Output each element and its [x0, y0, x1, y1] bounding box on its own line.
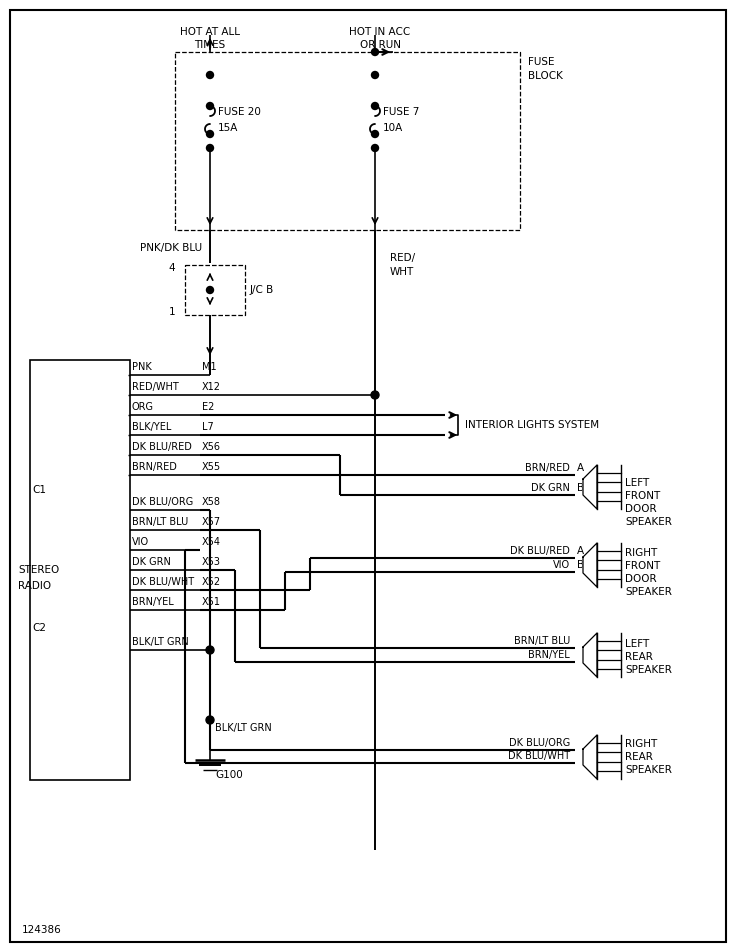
Text: C2: C2 [32, 623, 46, 633]
Text: BLK/LT GRN: BLK/LT GRN [132, 637, 188, 647]
Text: L7: L7 [202, 422, 213, 432]
Text: X56: X56 [202, 442, 221, 452]
Text: DK BLU/RED: DK BLU/RED [510, 546, 570, 556]
Text: X53: X53 [202, 557, 221, 567]
Text: B: B [577, 483, 584, 493]
Text: 4: 4 [169, 263, 175, 273]
Text: BLK/LT GRN: BLK/LT GRN [215, 723, 272, 733]
Text: HOT AT ALL: HOT AT ALL [180, 27, 240, 37]
Text: INTERIOR LIGHTS SYSTEM: INTERIOR LIGHTS SYSTEM [465, 420, 599, 430]
Text: J/C B: J/C B [250, 285, 275, 295]
Polygon shape [583, 543, 597, 587]
Circle shape [372, 130, 378, 137]
Text: HOT IN ACC: HOT IN ACC [350, 27, 411, 37]
FancyBboxPatch shape [30, 360, 130, 780]
Text: X52: X52 [202, 577, 221, 587]
Text: 10A: 10A [383, 123, 403, 133]
Text: RED/WHT: RED/WHT [132, 382, 179, 392]
Text: M1: M1 [202, 362, 216, 372]
Text: BRN/YEL: BRN/YEL [132, 597, 174, 607]
Text: SPEAKER: SPEAKER [625, 587, 672, 597]
Text: RED/: RED/ [390, 253, 415, 263]
Circle shape [372, 49, 378, 55]
Text: X55: X55 [202, 462, 221, 472]
Circle shape [372, 71, 378, 78]
Polygon shape [583, 735, 597, 779]
Text: DK GRN: DK GRN [132, 557, 171, 567]
Text: X12: X12 [202, 382, 221, 392]
Text: LEFT: LEFT [625, 639, 649, 649]
Text: FRONT: FRONT [625, 561, 660, 571]
Text: BRN/RED: BRN/RED [525, 463, 570, 473]
Text: OR RUN: OR RUN [359, 40, 400, 50]
Text: BRN/LT BLU: BRN/LT BLU [132, 517, 188, 527]
Text: X51: X51 [202, 597, 221, 607]
Polygon shape [583, 465, 597, 509]
Text: A: A [577, 546, 584, 556]
Text: 1: 1 [169, 307, 175, 317]
Text: RIGHT: RIGHT [625, 739, 657, 749]
Circle shape [207, 145, 213, 151]
Text: G100: G100 [215, 770, 243, 780]
Polygon shape [583, 633, 597, 677]
Text: LEFT: LEFT [625, 478, 649, 488]
FancyBboxPatch shape [10, 10, 726, 942]
Text: C1: C1 [32, 485, 46, 495]
Text: BRN/LT BLU: BRN/LT BLU [514, 636, 570, 646]
Text: SPEAKER: SPEAKER [625, 517, 672, 527]
Text: FUSE 20: FUSE 20 [218, 107, 261, 117]
Text: SPEAKER: SPEAKER [625, 665, 672, 675]
Text: RADIO: RADIO [18, 581, 51, 591]
Text: B: B [577, 560, 584, 570]
Text: BLOCK: BLOCK [528, 71, 563, 81]
Text: STEREO: STEREO [18, 565, 60, 575]
Text: FUSE: FUSE [528, 57, 554, 67]
Text: BRN/YEL: BRN/YEL [528, 650, 570, 660]
Circle shape [371, 391, 379, 399]
Text: BRN/RED: BRN/RED [132, 462, 177, 472]
Circle shape [207, 103, 213, 109]
Text: TIMES: TIMES [194, 40, 226, 50]
Text: REAR: REAR [625, 652, 653, 662]
Text: FUSE 7: FUSE 7 [383, 107, 420, 117]
Text: DK BLU/WHT: DK BLU/WHT [132, 577, 194, 587]
Text: DK BLU/WHT: DK BLU/WHT [508, 751, 570, 761]
Text: X54: X54 [202, 537, 221, 547]
Text: DK BLU/ORG: DK BLU/ORG [132, 497, 194, 507]
Text: VIO: VIO [132, 537, 149, 547]
Text: FRONT: FRONT [625, 491, 660, 501]
Text: BLK/YEL: BLK/YEL [132, 422, 171, 432]
Text: 124386: 124386 [22, 925, 62, 935]
Text: X58: X58 [202, 497, 221, 507]
Text: RIGHT: RIGHT [625, 548, 657, 558]
Circle shape [206, 646, 214, 654]
Text: DK BLU/ORG: DK BLU/ORG [509, 738, 570, 748]
Text: E2: E2 [202, 402, 214, 412]
Text: WHT: WHT [390, 267, 414, 277]
Text: DOOR: DOOR [625, 574, 657, 584]
Text: 15A: 15A [218, 123, 238, 133]
Text: DK BLU/RED: DK BLU/RED [132, 442, 192, 452]
Text: SPEAKER: SPEAKER [625, 765, 672, 775]
Circle shape [207, 71, 213, 78]
Text: VIO: VIO [553, 560, 570, 570]
Text: A: A [577, 463, 584, 473]
Circle shape [372, 145, 378, 151]
Circle shape [206, 716, 214, 724]
Circle shape [207, 287, 213, 293]
Text: PNK/DK BLU: PNK/DK BLU [140, 243, 202, 253]
Circle shape [207, 130, 213, 137]
Text: X57: X57 [202, 517, 221, 527]
Text: DK GRN: DK GRN [531, 483, 570, 493]
Text: PNK: PNK [132, 362, 152, 372]
Text: DOOR: DOOR [625, 504, 657, 514]
Text: ORG: ORG [132, 402, 154, 412]
Text: REAR: REAR [625, 752, 653, 762]
Circle shape [372, 103, 378, 109]
